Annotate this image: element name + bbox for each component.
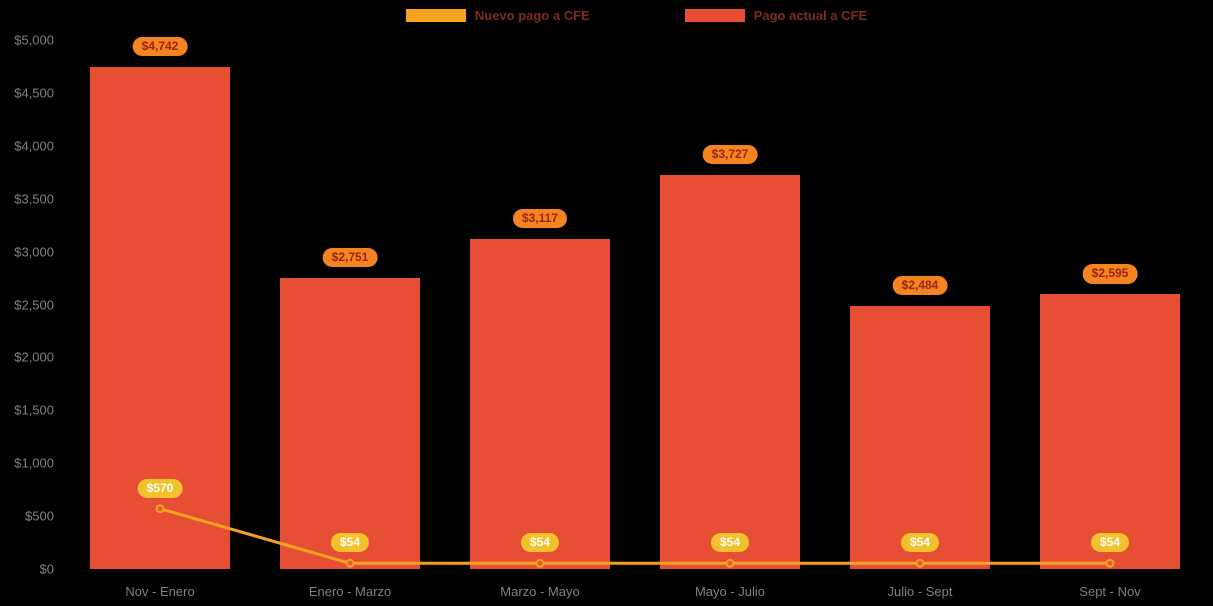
line-point-julio-sept[interactable] bbox=[915, 558, 925, 568]
line-path bbox=[158, 507, 1112, 565]
line-value-label: $54 bbox=[900, 533, 940, 553]
line-point-marzo-mayo[interactable] bbox=[535, 558, 545, 568]
y-tick-label: $500 bbox=[25, 508, 54, 524]
legend-item-nuevo-pago-a-cfe[interactable]: Nuevo pago a CFE bbox=[405, 8, 590, 23]
bar-value-label: $2,595 bbox=[1082, 264, 1138, 284]
line-value-label: $54 bbox=[1090, 533, 1130, 553]
legend-label: Pago actual a CFE bbox=[753, 8, 868, 23]
line-value-label: $54 bbox=[710, 533, 750, 553]
y-tick-label: $2,500 bbox=[14, 297, 54, 312]
plot-area: $4,742 $2,751 $3,117 $3,727 $2,484 $2,595 $570… bbox=[65, 37, 1205, 569]
y-tick-label: $4,000 bbox=[14, 138, 54, 154]
line-value-label: $54 bbox=[330, 533, 370, 553]
bar-mayo-julio[interactable] bbox=[660, 174, 800, 569]
x-tick-label-enero-marzo: Enero - Marzo bbox=[308, 584, 392, 599]
legend: Nuevo pago a CFE Pago actual a CFE bbox=[60, 8, 1213, 23]
legend-label: Nuevo pago a CFE bbox=[474, 8, 590, 23]
x-tick-label-nov-enero: Nov - Enero bbox=[125, 584, 195, 599]
line-value-label: $570 bbox=[137, 478, 183, 498]
y-tick-label: $0 bbox=[39, 561, 54, 577]
line-point-mayo-julio[interactable] bbox=[725, 558, 735, 568]
legend-item-pago-actual-a-cfe[interactable]: Pago actual a CFE bbox=[684, 8, 868, 23]
bar-marzo-mayo[interactable] bbox=[470, 239, 610, 569]
y-tick-label: $1,500 bbox=[14, 402, 54, 418]
line-point-nov-enero[interactable] bbox=[155, 504, 165, 514]
bar-julio-sept[interactable] bbox=[850, 306, 990, 569]
y-tick-label: $4,500 bbox=[14, 85, 54, 101]
bar-value-label: $4,742 bbox=[132, 37, 188, 57]
y-tick-label: $2,000 bbox=[14, 349, 54, 365]
y-axis: $0 $500 $1,000 $1,500 $2,000 $2,500 $3,000 $3,5… bbox=[0, 0, 56, 606]
line-point-sept-nov[interactable] bbox=[1105, 558, 1115, 568]
legend-swatch-bar bbox=[684, 9, 745, 22]
x-tick-label-marzo-mayo: Marzo - Mayo bbox=[500, 584, 580, 599]
x-tick-label-julio-sept: Julio - Sept bbox=[887, 584, 953, 599]
x-tick-label-sept-nov: Sept - Nov bbox=[1079, 584, 1141, 599]
legend-swatch-line bbox=[405, 9, 466, 22]
bar-value-label: $3,117 bbox=[512, 209, 568, 229]
y-tick-label: $3,500 bbox=[14, 191, 54, 207]
bar-sept-nov[interactable] bbox=[1040, 294, 1180, 569]
bar-value-label: $3,727 bbox=[702, 144, 758, 164]
bar-value-label: $2,484 bbox=[892, 276, 948, 296]
bar-value-label: $2,751 bbox=[322, 247, 378, 268]
y-tick-label: $1,000 bbox=[14, 455, 54, 471]
line-point-enero-marzo[interactable] bbox=[345, 558, 355, 568]
x-tick-label-mayo-julio: Mayo - Julio bbox=[694, 584, 766, 599]
bar-enero-marzo[interactable] bbox=[280, 277, 420, 569]
y-tick-label: $5,000 bbox=[14, 32, 54, 48]
line-value-label: $54 bbox=[520, 533, 560, 553]
y-tick-label: $3,000 bbox=[14, 244, 54, 260]
line-series-layer bbox=[155, 504, 1115, 568]
